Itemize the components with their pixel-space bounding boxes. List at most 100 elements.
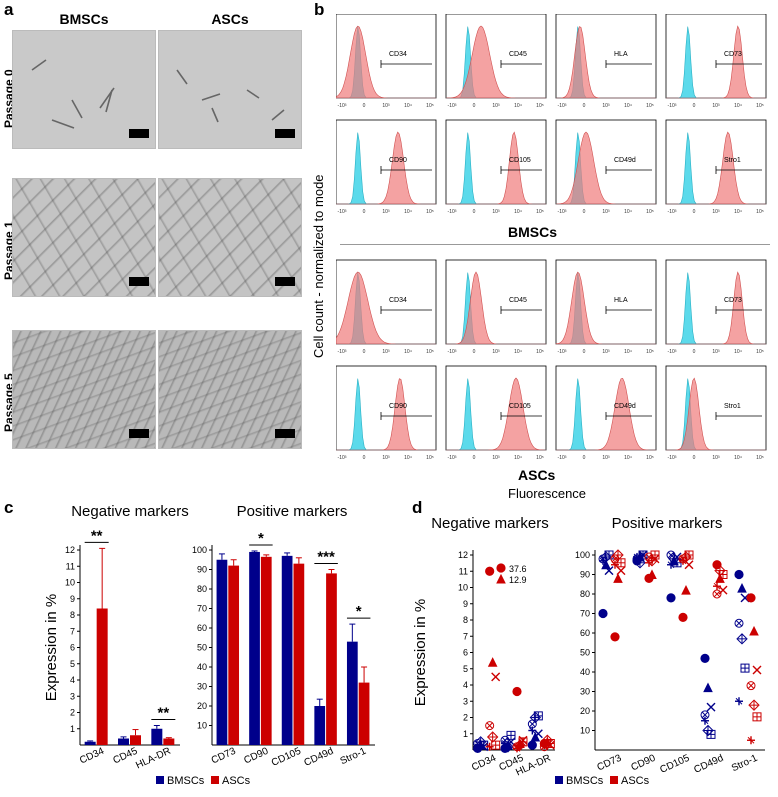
panel-c-letter: c: [4, 498, 14, 517]
d-neg-point-bmscs: [506, 730, 516, 740]
d-pos-point-ascs: [650, 550, 660, 560]
marker-label: CD105: [509, 403, 531, 410]
flow-frame: [445, 365, 547, 451]
axis-tick-label: -10³: [668, 349, 677, 355]
stained-histogram: [555, 131, 656, 205]
d-neg-point-ascs-mark: [486, 731, 499, 743]
marker-label: CD105: [509, 157, 531, 164]
d-pos-point-bmscs-mark: [735, 619, 743, 627]
d-neg-point-ascs: [487, 657, 498, 667]
d-neg-point-ascs-mark: [485, 721, 495, 731]
pos-title: Positive markers: [237, 503, 348, 520]
d-pos-point-ascs: [678, 612, 688, 623]
axis-tick-label: 10³: [712, 455, 720, 461]
scale-bar: [275, 429, 295, 438]
micrograph-asc-p5: [158, 330, 302, 449]
axis-tick-label: 10⁵: [646, 209, 654, 215]
d-pos-point-bmscs: [666, 593, 676, 603]
axis-tick-label: 10⁴: [734, 455, 742, 461]
d-neg-point-ascs: [545, 739, 555, 748]
axis-tick-label: 0: [473, 209, 476, 215]
d-pos-point-bmscs: [634, 557, 646, 569]
neg-ytick-label: 12: [65, 545, 75, 555]
d-pos-point-ascs-mark: [714, 564, 726, 577]
marker-label: Stro1: [724, 403, 741, 410]
neg-ytick-label: 2: [70, 708, 75, 718]
flow-ylabel: Cell count - normalized to mode: [311, 174, 326, 358]
d-pos-point-ascs-mark: [684, 560, 694, 570]
d-neg-point-ascs-mark: [485, 566, 495, 576]
d-neg-point-ascs-mark: [540, 741, 548, 749]
marker-label: CD45: [509, 297, 527, 304]
axis-tick-label: 10³: [602, 349, 610, 355]
axis-tick-label: -10³: [448, 349, 457, 355]
d-pos-point-ascs: [746, 593, 756, 603]
axis-tick-label: 10⁵: [646, 455, 654, 461]
axis-tick-label: 10³: [382, 455, 390, 461]
d-pos-point-ascs-mark: [747, 736, 755, 744]
axis-tick-label: 10³: [382, 209, 390, 215]
legend-bmsc-label: BMSCs: [167, 775, 205, 787]
d-pos-point-bmscs-mark: [667, 551, 675, 559]
axis-tick-label: 10⁵: [426, 103, 434, 109]
d-pos-point-bmscs-mark: [598, 608, 608, 619]
d-neg-point-bmscs: [527, 740, 537, 750]
stained-histogram: [556, 26, 656, 99]
neg-ytick-label: 7: [70, 626, 75, 636]
flow-frame: [555, 365, 657, 451]
stained-histogram: [336, 25, 436, 99]
axis-tick-label: 0: [363, 103, 366, 109]
scatter-chart-d: Expression in % Negative markers Positive …: [412, 515, 765, 787]
panel-d-letter: d: [412, 498, 423, 517]
axis-tick-label: 10⁵: [646, 349, 654, 355]
d-pos-ytick-label: 80: [580, 589, 590, 599]
axis-tick-label: 0: [363, 209, 366, 215]
flow-xlabel: Fluorescence: [508, 486, 587, 501]
d-pos-point-bmscs: [734, 569, 744, 580]
d-neg-ytick-label: 6: [463, 648, 468, 658]
axis-tick-label: 0: [583, 209, 586, 215]
stained-histogram: [666, 25, 766, 99]
d-pos-point-ascs-mark: [613, 573, 623, 583]
stained-histogram: [445, 25, 546, 99]
pos-ytick-label: 60: [197, 623, 207, 633]
neg-bar-ascs: [130, 735, 141, 745]
bar-chart-c: Expression in %Negative markers123456789…: [43, 503, 375, 787]
pos-ytick-label: 90: [197, 565, 207, 575]
d-pos-xtick-label: Stro-1: [730, 753, 760, 775]
neg-bar-ascs: [96, 608, 108, 745]
axis-tick-label: 10³: [602, 455, 610, 461]
d-legend-bmsc-label: BMSCs: [566, 775, 604, 787]
d-neg-title: Negative markers: [431, 515, 549, 532]
axis-tick-label: 10³: [382, 103, 390, 109]
d-pos-point-bmscs-mark: [734, 569, 744, 580]
axis-tick-label: 10⁵: [756, 349, 764, 355]
d-pos-point-bmscs: [604, 566, 614, 576]
pos-ytick-label: 20: [197, 701, 207, 711]
micrograph-asc-p1: [158, 178, 302, 297]
d-pos-point-bmscs-mark: [599, 557, 607, 565]
d-pos-point-bmscs-mark: [701, 717, 709, 725]
d-neg-point-ascs-mark: [486, 743, 494, 751]
neg-ytick-label: 4: [70, 675, 75, 685]
axis-tick-label: 0: [693, 103, 696, 109]
axis-tick-label: 10⁴: [514, 455, 522, 461]
neg-title: Negative markers: [71, 503, 189, 520]
pos-bar-bmscs: [346, 641, 358, 745]
axis-tick-label: 10⁴: [514, 209, 522, 215]
micrograph-asc-p0: [158, 30, 302, 149]
pos-bar-ascs: [358, 682, 370, 745]
axis-tick-label: 0: [363, 349, 366, 355]
axis-tick-label: 10⁴: [514, 349, 522, 355]
d-neg-point-bmscs-mark: [474, 743, 482, 751]
neg-ytick-label: 8: [70, 610, 75, 620]
d-pos-point-bmscs-mark: [701, 711, 709, 719]
axis-tick-label: 10⁴: [404, 455, 412, 461]
pos-sig-label: *: [356, 603, 362, 620]
d-legend-asc-label: ASCs: [621, 775, 650, 787]
scale-bar: [275, 129, 295, 138]
marker-label: CD34: [389, 297, 407, 304]
d-pos-point-ascs-mark: [747, 682, 755, 690]
d-pos-ytick-label: 20: [580, 706, 590, 716]
d-pos-point-ascs: [613, 573, 623, 583]
